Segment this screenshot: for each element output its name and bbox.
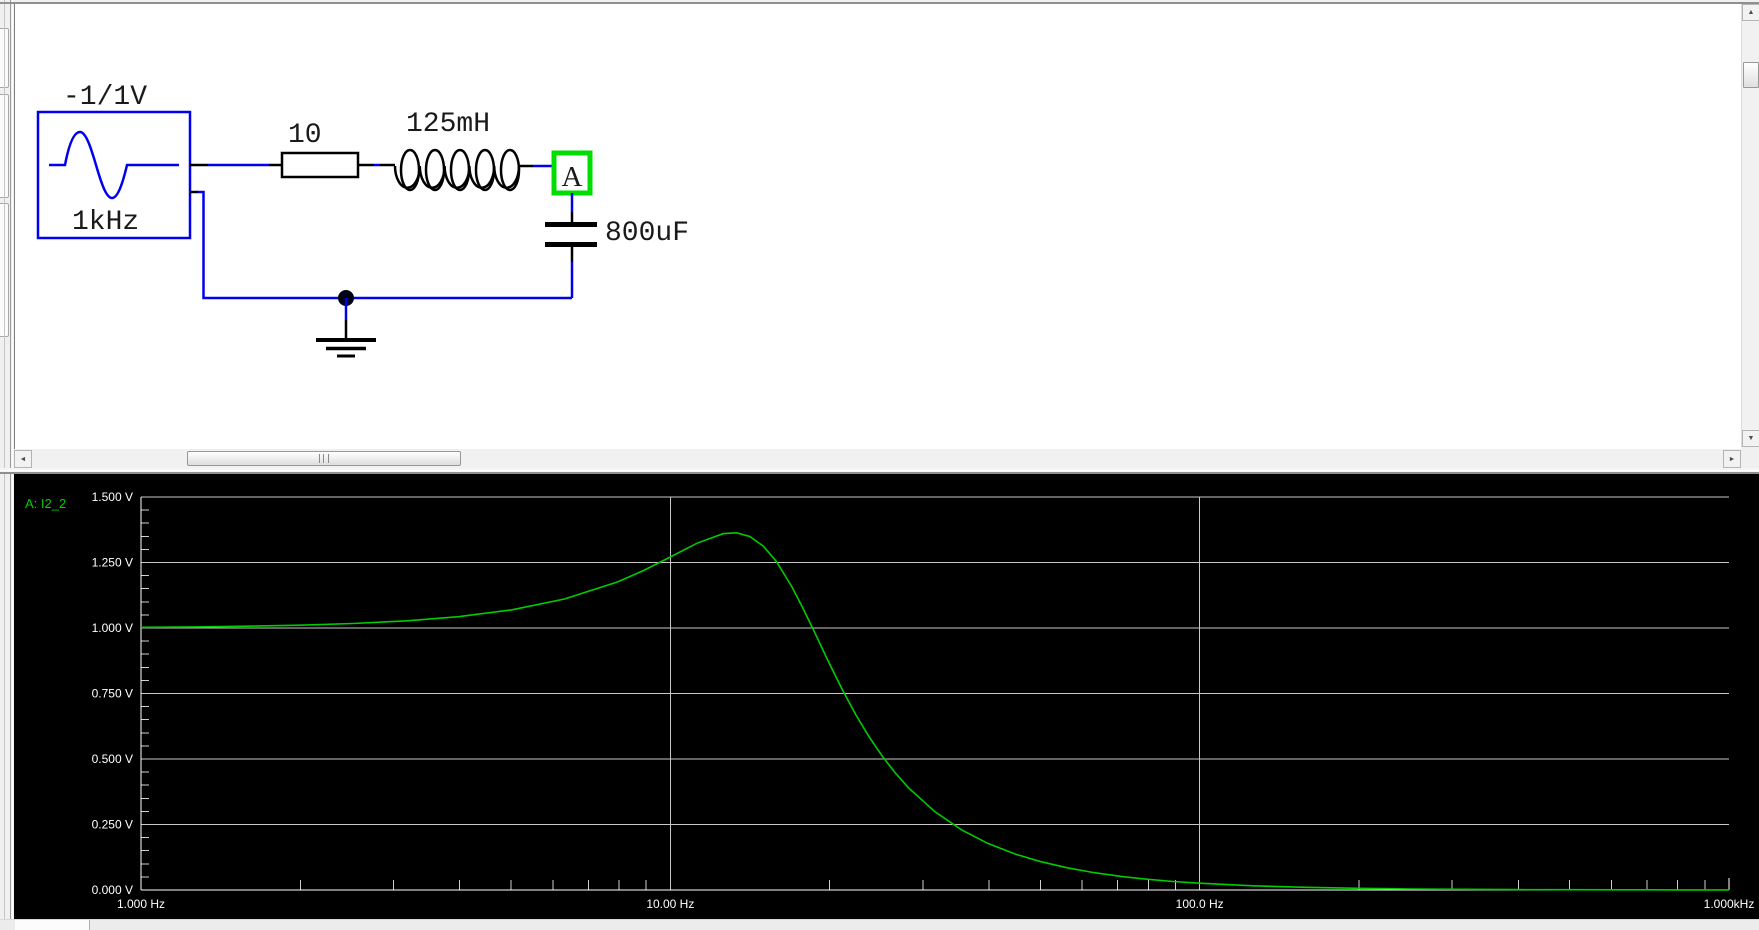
y-axis-tick-label: 0.750 V xyxy=(92,687,133,701)
inductor[interactable]: 125mH xyxy=(393,109,521,192)
probe-node-label: A xyxy=(562,161,583,193)
source-body[interactable] xyxy=(36,110,192,240)
left-edge-strip xyxy=(0,0,14,929)
y-axis-tick-label: 1.250 V xyxy=(92,556,133,570)
bode-plot-svg: 1.500 V 1.250 V 1.000 V 0.750 V 0.500 V 0.250… xyxy=(25,490,1755,911)
scroll-thumb-grip xyxy=(319,454,329,463)
inductor-loop xyxy=(474,148,496,192)
y-axis-tick-label: 0.250 V xyxy=(92,818,133,832)
source-frequency-label: 1kHz xyxy=(72,207,139,238)
bottom-scrollbar-fragment[interactable] xyxy=(15,920,90,930)
capacitor[interactable]: 800uF xyxy=(545,218,689,249)
capacitor-value-label: 800uF xyxy=(605,218,689,249)
schematic-canvas[interactable]: -1/1V 1kHz 10 125mH xyxy=(14,4,1742,449)
scroll-up-icon: ▲ xyxy=(1747,9,1755,16)
scroll-down-icon: ▼ xyxy=(1747,435,1755,442)
scrollbar-corner xyxy=(1741,447,1759,468)
probe-node-a[interactable]: A xyxy=(551,150,593,196)
splitter-highlight xyxy=(0,470,1759,471)
schematic-horizontal-scrollbar[interactable]: ◄ ► xyxy=(14,450,1741,468)
scroll-right-button[interactable]: ► xyxy=(1723,450,1741,468)
window-top-border xyxy=(0,2,1759,4)
resistor[interactable]: 10 xyxy=(280,120,360,179)
horizontal-scroll-thumb[interactable] xyxy=(187,451,461,466)
scroll-down-button[interactable]: ▼ xyxy=(1742,430,1759,447)
ground-symbol[interactable] xyxy=(316,298,376,358)
splitter-shadow xyxy=(0,472,1759,474)
panel-divider xyxy=(4,0,5,929)
x-axis-tick-label: 100.0 Hz xyxy=(1176,897,1224,911)
schematic-vertical-scrollbar[interactable]: ▲ ▼ xyxy=(1741,4,1759,447)
y-axis-tick-label: 1.000 V xyxy=(92,621,133,635)
scroll-up-button[interactable]: ▲ xyxy=(1742,4,1759,21)
y-axis-tick-label: 0.500 V xyxy=(92,752,133,766)
x-axis-tick-label: 1.000kHz xyxy=(1704,897,1755,911)
analysis-plot-panel[interactable]: 1.500 V 1.250 V 1.000 V 0.750 V 0.500 V 0.250… xyxy=(14,474,1759,919)
y-axis-tick-label: 0.000 V xyxy=(92,883,133,897)
wire[interactable] xyxy=(198,190,572,300)
scroll-left-button[interactable]: ◄ xyxy=(14,450,32,468)
scroll-left-icon: ◄ xyxy=(19,455,27,463)
resistor-body[interactable] xyxy=(280,151,360,179)
scroll-right-icon: ► xyxy=(1728,455,1736,463)
inductor-value-label: 125mH xyxy=(406,109,490,140)
inductor-loop xyxy=(499,148,521,192)
x-axis-tick-label: 1.000 Hz xyxy=(117,897,165,911)
voltage-source[interactable]: -1/1V 1kHz xyxy=(36,82,192,240)
legend-label: A: I2_2 xyxy=(25,496,66,511)
inductor-loop xyxy=(399,148,421,192)
sine-wave-icon xyxy=(49,130,179,200)
inductor-loop xyxy=(424,148,446,192)
source-amplitude-label: -1/1V xyxy=(63,82,147,113)
panel-divider-highlight xyxy=(12,0,13,929)
y-axis-tick-label: 1.500 V xyxy=(92,490,133,504)
x-axis-tick-label: 10.00 Hz xyxy=(646,897,694,911)
schematic-drawing: -1/1V 1kHz 10 125mH xyxy=(36,82,689,358)
inductor-loop xyxy=(449,148,471,192)
resistor-value-label: 10 xyxy=(288,120,322,151)
bottom-edge-strip xyxy=(0,919,1759,930)
panel-splitter[interactable] xyxy=(0,468,1759,474)
vertical-scroll-thumb[interactable] xyxy=(1743,62,1759,88)
panel-divider xyxy=(10,0,11,929)
trace-A: I2_2 xyxy=(140,531,1729,891)
